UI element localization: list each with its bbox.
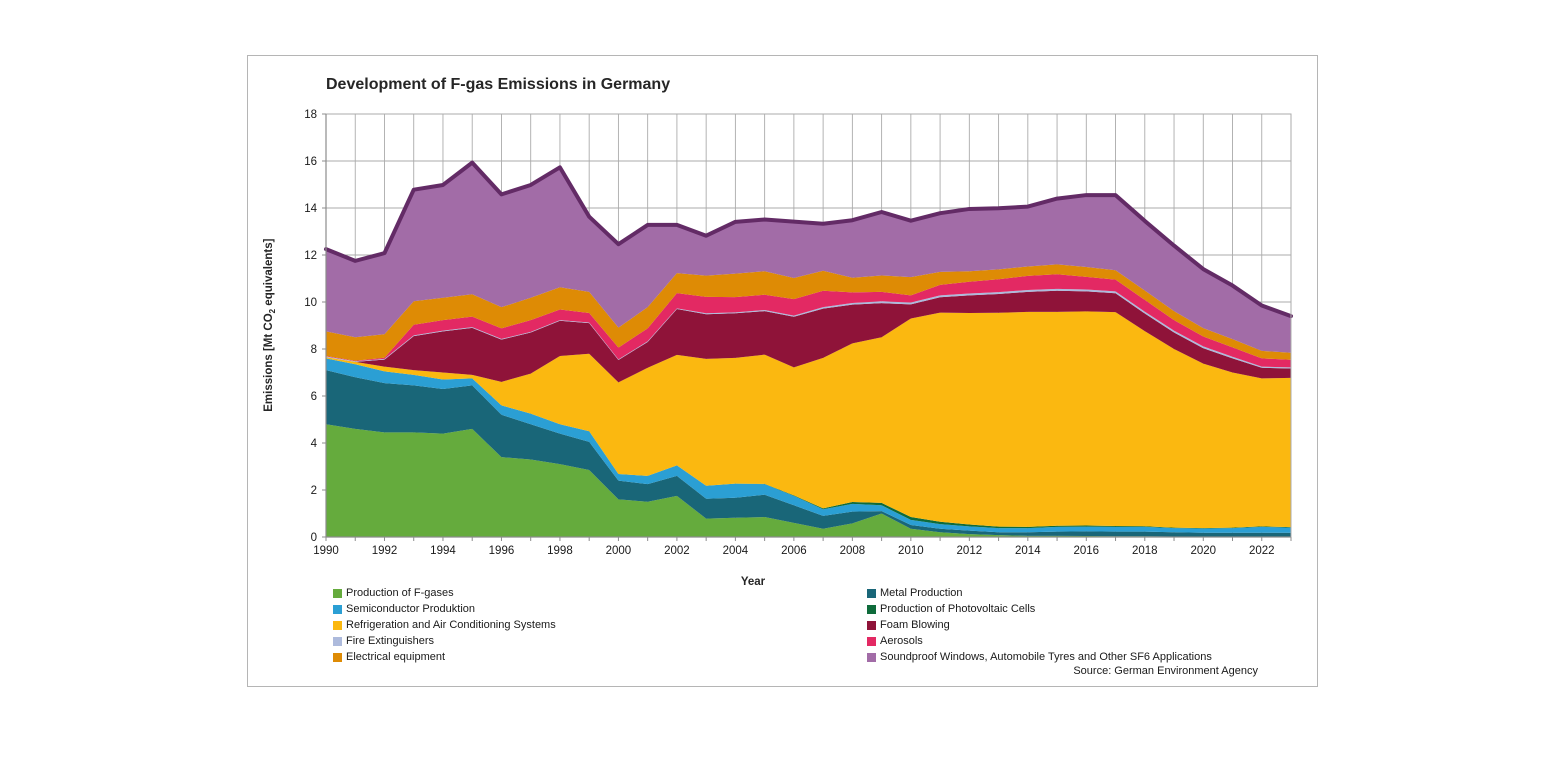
x-axis-title: Year xyxy=(740,576,766,588)
legend-swatch-semiconductor-produktion xyxy=(333,605,342,614)
x-tick-label: 2020 xyxy=(1190,545,1216,557)
legend-label: Metal Production xyxy=(880,587,963,599)
y-tick-label: 10 xyxy=(304,297,317,309)
x-tick-label: 2022 xyxy=(1249,545,1275,557)
legend-item-fire-extinguishers: Fire Extinguishers xyxy=(333,632,435,647)
legend-swatch-fire-extinguishers xyxy=(333,637,342,646)
legend-swatch-soundproof-windows-automobile-tyres-and-other-sf6-applications xyxy=(867,653,876,662)
legend-item-soundproof-windows-automobile-tyres-and-other-sf6-applications: Soundproof Windows, Automobile Tyres and… xyxy=(867,648,1212,663)
x-tick-label: 2010 xyxy=(898,545,924,557)
x-tick-label: 2002 xyxy=(664,545,690,557)
x-tick-label: 1996 xyxy=(489,545,515,557)
legend-label: Fire Extinguishers xyxy=(346,635,435,647)
legend-swatch-production-of-photovoltaic-cells xyxy=(867,605,876,614)
legend-swatch-production-of-f-gases xyxy=(333,589,342,598)
legend-label: Refrigeration and Air Conditioning Syste… xyxy=(346,619,556,631)
x-tick-label: 2012 xyxy=(957,545,983,557)
y-tick-label: 2 xyxy=(311,485,317,497)
y-tick-label: 14 xyxy=(304,203,317,215)
area-series-production-of-f-gases xyxy=(326,424,1291,537)
legend-swatch-electrical-equipment xyxy=(333,653,342,662)
area-series-soundproof-windows-automobile-tyres-and-other-sf6-applications xyxy=(326,162,1291,353)
legend-label: Production of F-gases xyxy=(346,587,454,599)
x-tick-label: 2018 xyxy=(1132,545,1158,557)
legend-item-production-of-f-gases: Production of F-gases xyxy=(333,584,454,599)
x-tick-label: 1994 xyxy=(430,545,456,557)
x-tick-label: 2008 xyxy=(840,545,866,557)
x-tick-label: 1992 xyxy=(372,545,398,557)
x-tick-label: 2006 xyxy=(781,545,807,557)
y-tick-label: 8 xyxy=(311,344,317,356)
total-top-border xyxy=(324,160,1293,319)
legend-label: Soundproof Windows, Automobile Tyres and… xyxy=(880,651,1212,663)
legend-swatch-metal-production xyxy=(867,589,876,598)
legend-item-aerosols: Aerosols xyxy=(867,632,923,647)
legend-item-semiconductor-produktion: Semiconductor Produktion xyxy=(333,600,476,615)
x-tick-label: 2014 xyxy=(1015,545,1041,557)
legend-item-foam-blowing: Foam Blowing xyxy=(867,616,950,631)
y-axis-title-subscript: 2 xyxy=(268,308,278,314)
legend-item-refrigeration-and-air-conditioning-systems: Refrigeration and Air Conditioning Syste… xyxy=(333,616,556,631)
y-tick-label: 0 xyxy=(311,532,317,544)
legend-label: Foam Blowing xyxy=(880,619,950,631)
legend-item-electrical-equipment: Electrical equipment xyxy=(333,648,446,663)
y-tick-label: 12 xyxy=(304,250,317,262)
legend-item-metal-production: Metal Production xyxy=(867,584,963,599)
y-tick-label: 18 xyxy=(304,109,317,121)
legend-label: Production of Photovoltaic Cells xyxy=(880,603,1036,615)
legend-swatch-refrigeration-and-air-conditioning-systems xyxy=(333,621,342,630)
y-axis-title: Emissions [Mt CO2 equivalents] xyxy=(263,125,277,525)
chart-container: Development of F-gas Emissions in German… xyxy=(247,55,1318,687)
area-series-metal-production xyxy=(326,370,1291,537)
legend-swatch-foam-blowing xyxy=(867,621,876,630)
x-tick-label: 1998 xyxy=(547,545,573,557)
legend-item-production-of-photovoltaic-cells: Production of Photovoltaic Cells xyxy=(867,600,1036,615)
y-tick-label: 16 xyxy=(304,156,317,168)
y-tick-label: 6 xyxy=(311,391,317,403)
x-tick-label: 1990 xyxy=(313,545,339,557)
area-series-refrigeration-and-air-conditioning-systems xyxy=(326,311,1291,529)
plot-area: 1990 1992 1994 1996 1998 2000 2002 2004 2006 2008… xyxy=(304,109,1293,557)
area-series-electrical-equipment xyxy=(326,264,1291,361)
chart-title: Development of F-gas Emissions in German… xyxy=(326,76,671,93)
y-tick-label: 4 xyxy=(311,438,318,450)
legend-label: Aerosols xyxy=(880,635,923,647)
y-axis-title-units: equivalents] xyxy=(262,238,275,309)
area-series-foam-blowing xyxy=(326,290,1291,383)
x-tick-label: 2000 xyxy=(606,545,632,557)
legend-label: Semiconductor Produktion xyxy=(346,603,476,615)
y-axis-title-text: Emissions [Mt CO xyxy=(262,313,275,412)
x-tick-label: 2004 xyxy=(723,545,749,557)
legend-label: Electrical equipment xyxy=(346,651,446,663)
x-tick-label: 2016 xyxy=(1074,545,1100,557)
legend-swatch-aerosols xyxy=(867,637,876,646)
source-note: Source: German Environment Agency xyxy=(1073,665,1258,677)
